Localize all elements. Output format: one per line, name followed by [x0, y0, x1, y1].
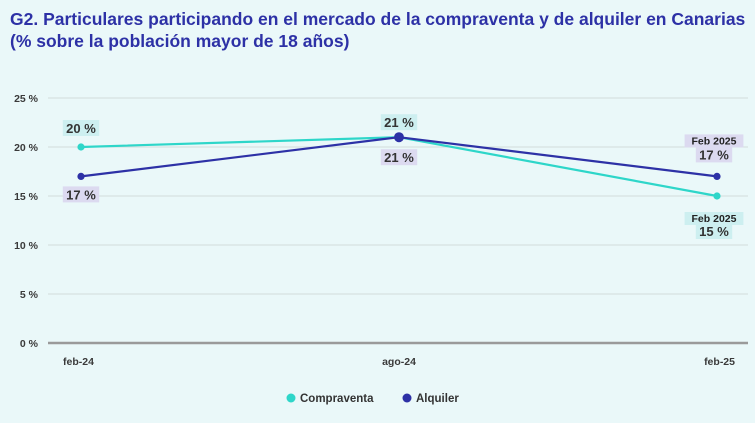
- data-label: 17 %: [699, 147, 729, 162]
- data-label: 17 %: [66, 187, 96, 202]
- legend-marker: [286, 393, 296, 403]
- x-tick-label: feb-25: [704, 356, 735, 368]
- x-tick-label: ago-24: [382, 356, 416, 368]
- data-label: 21 %: [384, 115, 414, 130]
- chart-title-line-2: (% sobre la población mayor de 18 años): [10, 31, 350, 51]
- x-tick-label: feb-24: [63, 356, 94, 368]
- data-label-bg: [62, 186, 100, 203]
- series-line: [80, 136, 718, 198]
- legend-label: Compraventa: [300, 393, 374, 405]
- data-point: [77, 143, 85, 151]
- y-tick-label: 10 %: [14, 240, 39, 252]
- data-label-bg: [380, 114, 418, 131]
- y-tick-label: 15 %: [14, 191, 39, 203]
- y-tick-label: 5 %: [20, 289, 39, 301]
- data-label-prefix-bg: [684, 134, 744, 148]
- data-label: 20 %: [66, 121, 96, 136]
- data-label-prefix: Feb 2025: [692, 213, 737, 225]
- chart-title: G2. Particulares participando en el merc…: [10, 8, 750, 52]
- chart-title-line-1: G2. Particulares participando en el merc…: [10, 9, 746, 29]
- y-tick-label: 0 %: [20, 338, 39, 350]
- data-label-bg: [695, 146, 733, 163]
- y-tick-label: 20 %: [14, 142, 39, 154]
- data-label: 15 %: [699, 224, 729, 239]
- data-point: [713, 192, 721, 200]
- data-label-bg: [380, 149, 418, 166]
- y-tick-label: 25 %: [14, 93, 39, 105]
- data-label-prefix: Feb 2025: [692, 135, 737, 147]
- data-point: [713, 172, 721, 180]
- data-label: 21 %: [384, 150, 414, 165]
- data-label-bg: [62, 120, 100, 136]
- data-label-bg: [695, 223, 733, 239]
- data-point: [77, 172, 85, 180]
- data-label-prefix-bg: [684, 212, 744, 225]
- legend-marker: [402, 393, 412, 403]
- data-point: [394, 132, 404, 143]
- legend-label: Alquiler: [416, 393, 459, 405]
